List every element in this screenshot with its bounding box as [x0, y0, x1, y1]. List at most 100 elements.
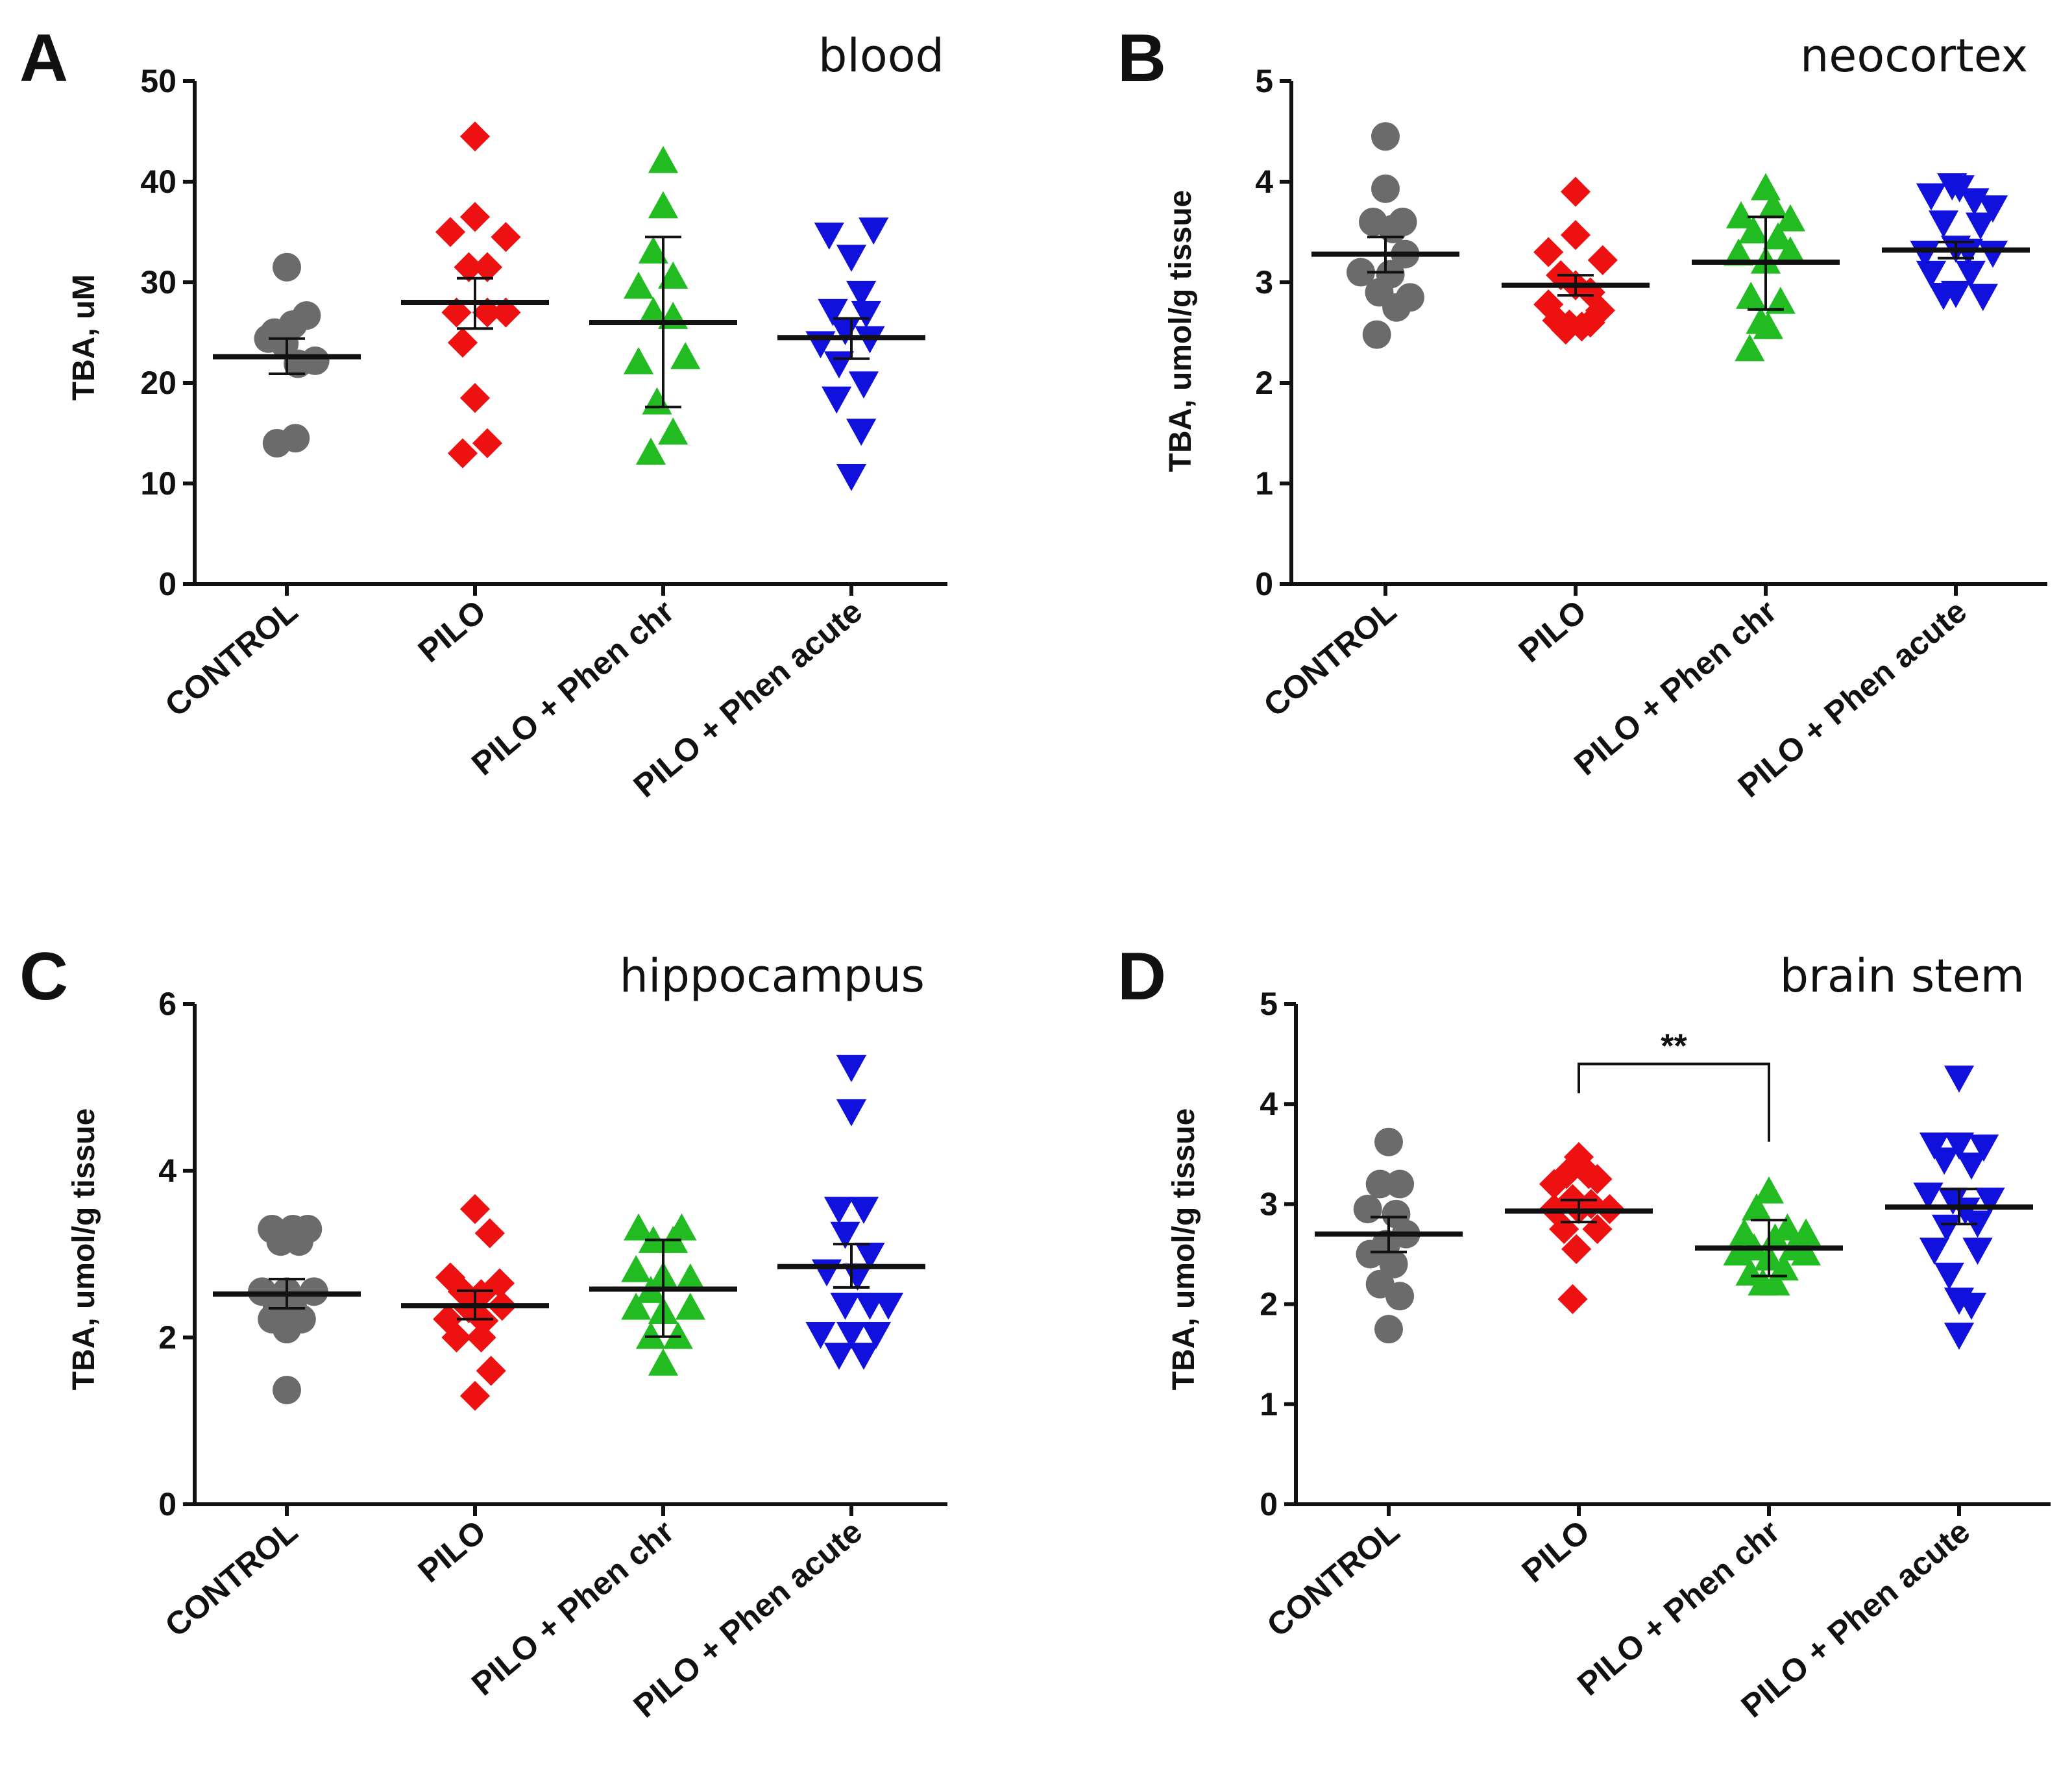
panel-b-data-point: [1977, 240, 2008, 268]
panel-a-data-point: [851, 300, 881, 328]
panel-d-data-point: [1379, 1249, 1408, 1278]
panel-d-data-point: [1723, 1238, 1753, 1266]
panel-a-data-point: [292, 301, 321, 330]
panel-c-data-point: [623, 1213, 654, 1241]
panel-d-data-point: [1365, 1169, 1395, 1199]
panel-b-data-point: [1362, 320, 1391, 349]
panel-a-data-point: [846, 419, 877, 446]
panel-c-data-point: [823, 1343, 855, 1370]
panel-c-title: hippocampus: [620, 949, 925, 1003]
panel-d-series-1: [1505, 1141, 1653, 1314]
panel-d-data-point: [1962, 1210, 1993, 1238]
panel-a-data-point: [623, 347, 654, 374]
panel-d-data-point: [1956, 1153, 1987, 1180]
panel-b-data-point: [1940, 280, 1971, 308]
panel-a-data-point: [670, 342, 701, 369]
panel-a-data-point: [846, 280, 877, 308]
panel-c-data-point: [663, 1321, 693, 1349]
panel-b-y-axis: 0 1 2 3 4 5: [1255, 63, 1293, 602]
panel-a-data-point: [658, 262, 689, 289]
panel-a-data-point: [658, 417, 689, 445]
panel-b-data-point: [1765, 286, 1796, 314]
panel-a-data-point: [859, 217, 889, 245]
panel-d-series-2: [1695, 1176, 1843, 1296]
panel-a-data-point: [836, 245, 867, 272]
panel-d-significance-bracket: [1578, 1062, 1770, 1142]
panel-b-data-point: [1965, 212, 1996, 240]
panel-c-data-point: [842, 1263, 873, 1291]
panel-c-data-point: [805, 1321, 836, 1349]
panel-d-data-point: [1790, 1238, 1822, 1266]
panel-c-series-0: [213, 1214, 361, 1404]
panel-b-data-point: [1762, 222, 1794, 250]
panel-c-data-point: [848, 1343, 879, 1370]
panel-c-data-point: [621, 1255, 652, 1282]
panel-b-series-3: [1882, 173, 2030, 311]
panel-a-series-1: [401, 121, 549, 469]
panel-d-data-point: [1929, 1147, 1960, 1175]
panel-d-data-point: [1741, 1193, 1772, 1221]
panel-d-y-axis-label: TBA, umol/g tissue: [1167, 1108, 1201, 1391]
panel-b-data-point: [1724, 238, 1754, 266]
panel-d-significance: **: [1578, 1028, 1770, 1142]
panel-d-data-point: [1919, 1238, 1950, 1265]
panel-a-y-tick-label: 0: [158, 566, 177, 602]
panel-d-y-axis: 0 1 2 3 4 5: [1260, 986, 1298, 1522]
panel-b-data-point: [1959, 188, 1990, 216]
panel-c-plot-area: [213, 1055, 925, 1411]
panel-letter-a: A: [19, 21, 68, 96]
panel-d-data-point: [1748, 1268, 1778, 1296]
panel-a-y-tick-label: 40: [140, 164, 177, 200]
panel-d-data-point: [1944, 1065, 1975, 1093]
panel-d-data-point: [1356, 1239, 1385, 1269]
panel-a-data-point: [814, 223, 844, 250]
panel-d-y-tick-label: 5: [1260, 986, 1278, 1022]
panel-a-data-point: [459, 202, 491, 232]
panel-c-data-point: [466, 1322, 496, 1353]
panel-d-data-point: [1753, 1176, 1785, 1204]
panel-b-data-point: [1560, 177, 1591, 207]
panel-d-data-point: [1561, 1234, 1592, 1264]
panel-d-data-point: [1931, 1214, 1962, 1242]
panel-b-data-point: [1916, 260, 1947, 288]
panel-a-series-2: [589, 145, 737, 465]
panel-b-series-1: [1502, 177, 1650, 345]
panel-c-data-point: [441, 1322, 472, 1353]
panel-a-data-point: [648, 191, 679, 219]
panel-a-data-point: [836, 464, 867, 491]
panel-d-data-point: [1557, 1284, 1588, 1314]
panel-a-data-point: [830, 318, 860, 346]
panel-a-data-point: [818, 299, 848, 326]
panel-b-data-point: [1928, 210, 1959, 238]
panel-a-data-point: [447, 438, 478, 469]
panel-b-data-point: [1968, 284, 1998, 311]
panel-c-data-point: [459, 1380, 491, 1411]
panel-c-series-1: [401, 1194, 549, 1411]
panel-b-data-point: [1738, 216, 1769, 244]
panel-c-data-point: [476, 1356, 506, 1386]
panel-a-data-point: [623, 271, 654, 299]
panel-c-data-point: [848, 1197, 879, 1225]
panel-a-y-tick-label: 50: [140, 63, 177, 99]
panel-b-data-point: [1388, 208, 1417, 236]
panel-d-data-point: [1962, 1238, 1993, 1265]
panel-a-y-axis: 0 10 20 30 40 50: [140, 63, 197, 602]
panel-a-data-point: [491, 222, 521, 252]
panel-a-data-point: [472, 428, 503, 459]
panel-d-plot-area: **: [1315, 1028, 2033, 1350]
panel-b-data-point: [1910, 240, 1940, 268]
panel-b-title: neocortex: [1800, 29, 2028, 82]
panel-a-y-ticks: 0 10 20 30 40 50: [140, 63, 195, 602]
panel-d-series-0: [1315, 1127, 1463, 1344]
panel-d-data-point: [1582, 1164, 1613, 1194]
panel-b-data-point: [1758, 191, 1788, 219]
panel-b-data-point: [1585, 295, 1616, 326]
panel-d-data-point: [1385, 1169, 1415, 1199]
panel-d-data-point: [1760, 1223, 1790, 1251]
panel-c-series-2: [589, 1213, 737, 1376]
panel-d-title: brain stem: [1780, 949, 2025, 1003]
panel-d-y-ticks: 0 1 2 3 4 5: [1260, 986, 1296, 1522]
panel-a-data-point: [435, 217, 466, 247]
panel-d-data-point: [1563, 1141, 1594, 1173]
panel-a-data-point: [459, 121, 491, 152]
